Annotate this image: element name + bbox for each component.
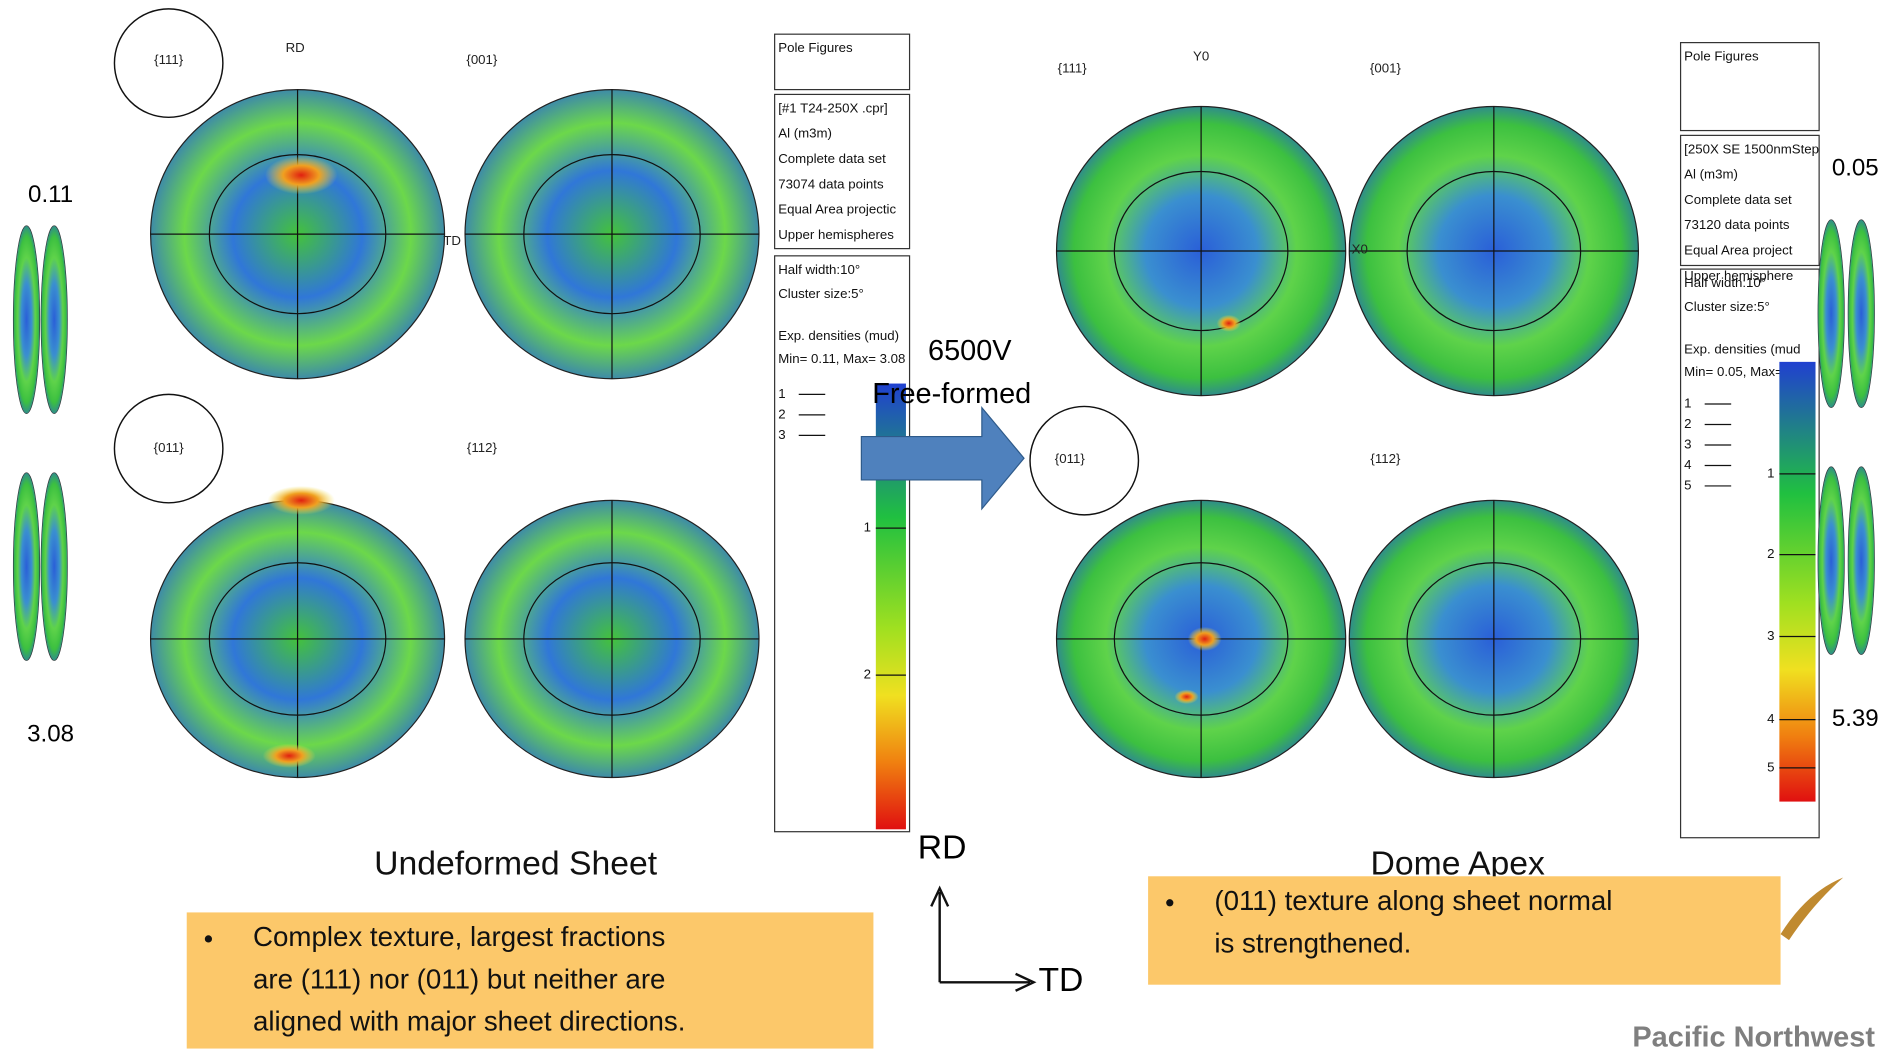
info-line: [#1 T24-250X .cpr] — [778, 100, 888, 115]
bullet-text: (011) texture along sheet normal — [1214, 885, 1612, 916]
param-line: Cluster size:5° — [1684, 299, 1770, 314]
thumbnail — [12, 225, 41, 414]
thumbnail — [1817, 219, 1845, 408]
note-box — [1148, 876, 1781, 985]
figure-label: {011} — [154, 440, 185, 455]
logo-swoosh — [1780, 877, 1844, 941]
thumbnail — [1847, 466, 1875, 655]
rd-label: Y0 — [1193, 49, 1209, 64]
panel — [1679, 134, 1820, 267]
colorbar-tick: 3 — [1767, 628, 1774, 643]
thumbnail — [1847, 219, 1875, 408]
level-label: 3 — [778, 427, 785, 442]
min-value: 0.05 — [1832, 154, 1879, 181]
panel — [774, 93, 911, 250]
bullet-text: is strengthened. — [1214, 927, 1411, 958]
highlight-circle — [1029, 405, 1140, 516]
figure-label: {111} — [154, 52, 184, 67]
thumbnail — [40, 225, 68, 414]
figure-label: {111} — [1058, 61, 1088, 76]
param-line: Min= 0.11, Max= 3.08 — [778, 351, 905, 366]
min-value: 0.11 — [28, 181, 73, 208]
level-label: 3 — [1684, 436, 1691, 451]
param-line: Half width:10° — [1684, 275, 1766, 290]
note-box — [186, 912, 874, 1049]
colorbar-tick: 1 — [1767, 465, 1774, 480]
figure-label: {011} — [1055, 451, 1086, 466]
level-label: 1 — [778, 386, 785, 401]
panel — [774, 33, 911, 91]
param-line: Half width:10° — [778, 262, 860, 277]
level-label: 5 — [1684, 477, 1691, 492]
info-line: 73074 data points — [778, 176, 884, 191]
info-line: Upper hemisphere — [1684, 268, 1793, 283]
level-label: 4 — [1684, 457, 1691, 472]
info-line: [250X SE 1500nmStep — [1684, 141, 1819, 156]
max-value: 5.39 — [1832, 705, 1879, 732]
figure-label: {112} — [467, 440, 498, 455]
thumbnail — [12, 472, 41, 661]
info-line: Upper hemispheres — [778, 227, 894, 242]
content: {111} {001} {011} {112} RD TD Pole Figures [#1 … — [12, 8, 1879, 1049]
process-label: Free-formed — [872, 378, 1031, 410]
panel — [1679, 42, 1820, 132]
info-line: Complete data set — [1684, 192, 1792, 207]
param-line: Cluster size:5° — [778, 286, 864, 301]
colorbar-tick: 2 — [1767, 546, 1774, 561]
hot-spot — [1187, 626, 1222, 651]
bullet-text: aligned with major sheet directions. — [253, 1006, 685, 1037]
param-line: Min= 0.05, Max= 5.3 — [1684, 364, 1805, 379]
info-line: Al (m3m) — [1684, 167, 1738, 182]
info-line: Equal Area projectic — [778, 202, 896, 217]
bullet-text: Complex texture, largest fractions — [253, 921, 665, 952]
highlight-circle — [113, 8, 224, 119]
hot-spot — [265, 155, 338, 195]
info-line: Al (m3m) — [778, 126, 832, 141]
thumbnail — [1817, 466, 1845, 655]
bullet-dot — [204, 935, 213, 943]
param-line: Exp. densities (mud — [1684, 341, 1800, 356]
hot-spot — [1174, 689, 1199, 705]
info-line: Complete data set — [778, 151, 886, 166]
caption: Undeformed Sheet — [374, 844, 658, 882]
logo-text: Pacific Northwest — [1632, 1022, 1875, 1049]
hot-spot — [1216, 314, 1241, 332]
caption: Dome Apex — [1371, 844, 1545, 882]
level-label: 1 — [1684, 396, 1691, 411]
panel-title: Pole Figures — [1684, 49, 1759, 64]
voltage-label: 6500V — [928, 335, 1012, 367]
figure-label: {001} — [1370, 61, 1402, 76]
panel-title: Pole Figures — [778, 40, 853, 55]
colorbar-tick: 5 — [1767, 759, 1774, 774]
max-value: 3.08 — [27, 721, 74, 748]
rd-label: RD — [286, 40, 305, 55]
td-label: X0 — [1352, 241, 1368, 256]
bullet-dot — [1166, 899, 1174, 907]
highlight-circle — [113, 393, 224, 504]
info-line: Equal Area project — [1684, 243, 1793, 258]
info-line: 73120 data points — [1684, 217, 1790, 232]
colorbar-tick: 2 — [864, 667, 871, 682]
thumbnail — [40, 472, 68, 661]
figure-label: {001} — [466, 52, 498, 67]
axes-arrow — [930, 885, 1037, 992]
colorbar — [1779, 361, 1816, 802]
td-axis-label: TD — [1038, 961, 1083, 999]
hot-spot — [262, 743, 316, 768]
td-label: TD — [443, 233, 461, 248]
colorbar-tick: 1 — [864, 520, 871, 535]
figure-label: {112} — [1370, 451, 1401, 466]
bullet-text: are (111) nor (011) but neither are — [253, 963, 665, 994]
level-label: 2 — [1684, 416, 1691, 431]
colorbar-tick: 4 — [1767, 711, 1774, 726]
hot-spot — [267, 485, 335, 515]
level-label: 2 — [778, 406, 785, 421]
param-line: Exp. densities (mud) — [778, 328, 899, 343]
process-arrow — [860, 405, 1025, 511]
rd-axis-label: RD — [918, 829, 967, 867]
